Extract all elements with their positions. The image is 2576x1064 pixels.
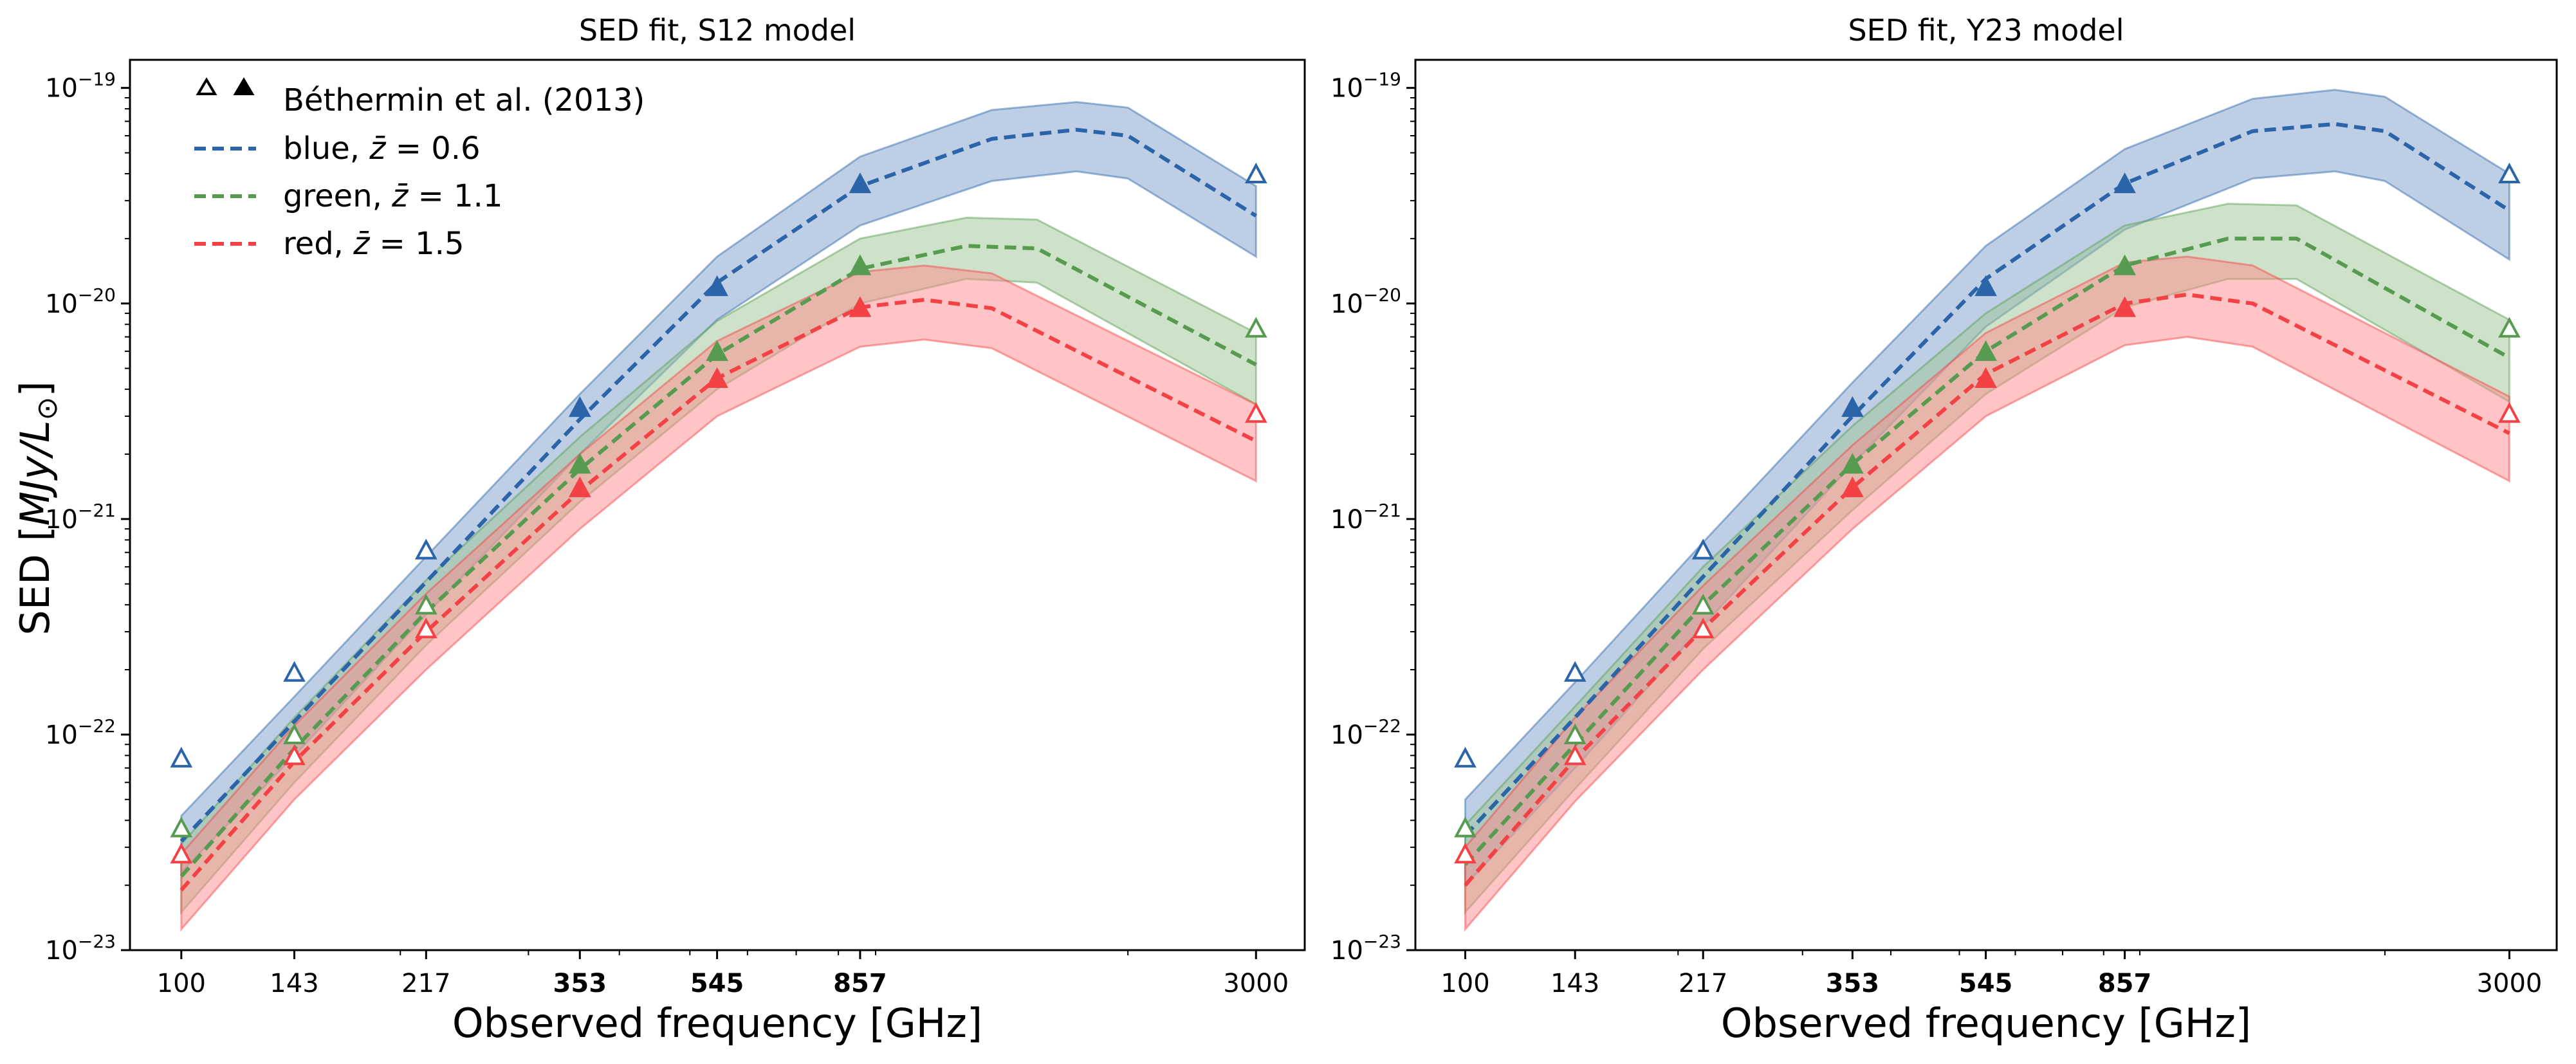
point-green-217 bbox=[414, 593, 437, 615]
x-tick-label: 217 bbox=[1679, 969, 1727, 998]
plot-area bbox=[170, 101, 1267, 932]
x-tick-label: 143 bbox=[270, 969, 318, 998]
point-blue-100 bbox=[1454, 746, 1477, 768]
point-blue-3000 bbox=[1244, 162, 1267, 183]
point-red-100 bbox=[170, 842, 193, 864]
legend-open-triangle-icon bbox=[196, 77, 217, 95]
y-tick-label: 10−19 bbox=[45, 69, 116, 104]
y-tick-label: 10−20 bbox=[1330, 284, 1401, 319]
point-red-353 bbox=[568, 476, 591, 497]
point-blue-857 bbox=[2113, 172, 2136, 194]
panel-title: SED fit, Y23 model bbox=[1848, 13, 2124, 48]
legend-label-green: green, z̄ = 1.1 bbox=[283, 178, 502, 214]
legend-filled-triangle-icon bbox=[233, 77, 255, 95]
line-blue bbox=[1464, 122, 2511, 837]
point-green-545 bbox=[1974, 340, 1997, 362]
panel-title: SED fit, S12 model bbox=[579, 13, 856, 48]
point-blue-353 bbox=[1841, 396, 1864, 417]
legend-label-red: red, z̄ = 1.5 bbox=[283, 226, 464, 262]
point-green-353 bbox=[568, 453, 591, 474]
point-green-857 bbox=[2113, 254, 2136, 275]
point-green-545 bbox=[706, 340, 728, 362]
point-red-217 bbox=[1691, 618, 1715, 639]
point-green-3000 bbox=[2498, 316, 2521, 338]
point-red-3000 bbox=[1244, 401, 1267, 423]
x-axis-label: Observed frequency [GHz] bbox=[452, 1000, 982, 1047]
x-tick-label: 143 bbox=[1550, 969, 1599, 998]
x-tick-label: 353 bbox=[553, 969, 607, 998]
point-blue-857 bbox=[849, 172, 872, 194]
point-blue-353 bbox=[568, 396, 591, 417]
point-red-143 bbox=[283, 744, 306, 766]
point-blue-545 bbox=[1974, 275, 1997, 297]
panel-2: SED fit, Y23 model Observed frequency [GH… bbox=[1330, 13, 2558, 1047]
point-green-143 bbox=[1563, 723, 1587, 744]
legend-label-data: Béthermin et al. (2013) bbox=[283, 82, 645, 118]
point-blue-3000 bbox=[2498, 162, 2521, 183]
x-axis-label: Observed frequency [GHz] bbox=[1721, 1000, 2251, 1047]
point-blue-217 bbox=[1691, 538, 1715, 560]
point-red-217 bbox=[414, 618, 437, 639]
plot-area bbox=[1454, 89, 2521, 932]
x-tick-label: 545 bbox=[690, 969, 744, 998]
point-red-3000 bbox=[2498, 401, 2521, 423]
x-tick-label: 857 bbox=[2098, 969, 2152, 998]
point-green-217 bbox=[1691, 593, 1715, 615]
point-red-857 bbox=[2113, 296, 2136, 317]
band-red bbox=[1464, 255, 2510, 932]
legend: Béthermin et al. (2013) blue, z̄ = 0.6 g… bbox=[194, 77, 645, 262]
x-tick-label: 3000 bbox=[2477, 969, 2543, 998]
panels: SED fit, S12 model Observed frequency [GH… bbox=[45, 13, 2558, 1047]
point-green-100 bbox=[1454, 816, 1477, 838]
point-red-545 bbox=[1974, 367, 1997, 388]
point-blue-100 bbox=[170, 746, 193, 768]
point-blue-143 bbox=[1563, 661, 1587, 682]
point-green-353 bbox=[1841, 453, 1864, 474]
x-tick-label: 100 bbox=[1440, 969, 1489, 998]
legend-label-blue: blue, z̄ = 0.6 bbox=[283, 131, 481, 167]
y-tick-label: 10−23 bbox=[45, 931, 116, 966]
point-red-143 bbox=[1563, 744, 1587, 766]
y-tick-label: 10−21 bbox=[1330, 500, 1401, 535]
x-tick-label: 545 bbox=[1959, 969, 2013, 998]
point-green-857 bbox=[849, 254, 872, 275]
y-tick-label: 10−23 bbox=[1330, 931, 1401, 966]
y-tick-label: 10−21 bbox=[45, 500, 116, 535]
point-blue-217 bbox=[414, 538, 437, 560]
y-axis-label: SED [MJy/L⊙] bbox=[12, 381, 64, 635]
point-green-100 bbox=[170, 816, 193, 838]
x-tick-label: 857 bbox=[833, 969, 887, 998]
y-tick-label: 10−22 bbox=[1330, 715, 1401, 750]
point-red-100 bbox=[1454, 842, 1477, 864]
x-tick-label: 353 bbox=[1826, 969, 1880, 998]
point-red-857 bbox=[849, 296, 872, 317]
panel-1: SED fit, S12 model Observed frequency [GH… bbox=[45, 13, 1306, 1047]
x-tick-label: 3000 bbox=[1223, 969, 1289, 998]
y-tick-label: 10−22 bbox=[45, 715, 116, 750]
point-red-353 bbox=[1841, 476, 1864, 497]
point-blue-545 bbox=[706, 275, 728, 297]
point-red-545 bbox=[706, 367, 728, 388]
point-green-3000 bbox=[1244, 316, 1267, 338]
x-tick-label: 217 bbox=[401, 969, 450, 998]
line-blue bbox=[179, 127, 1257, 843]
y-tick-label: 10−19 bbox=[1330, 69, 1401, 104]
y-tick-label: 10−20 bbox=[45, 284, 116, 319]
point-green-143 bbox=[283, 723, 306, 744]
x-tick-label: 100 bbox=[157, 969, 206, 998]
point-blue-143 bbox=[283, 661, 306, 682]
